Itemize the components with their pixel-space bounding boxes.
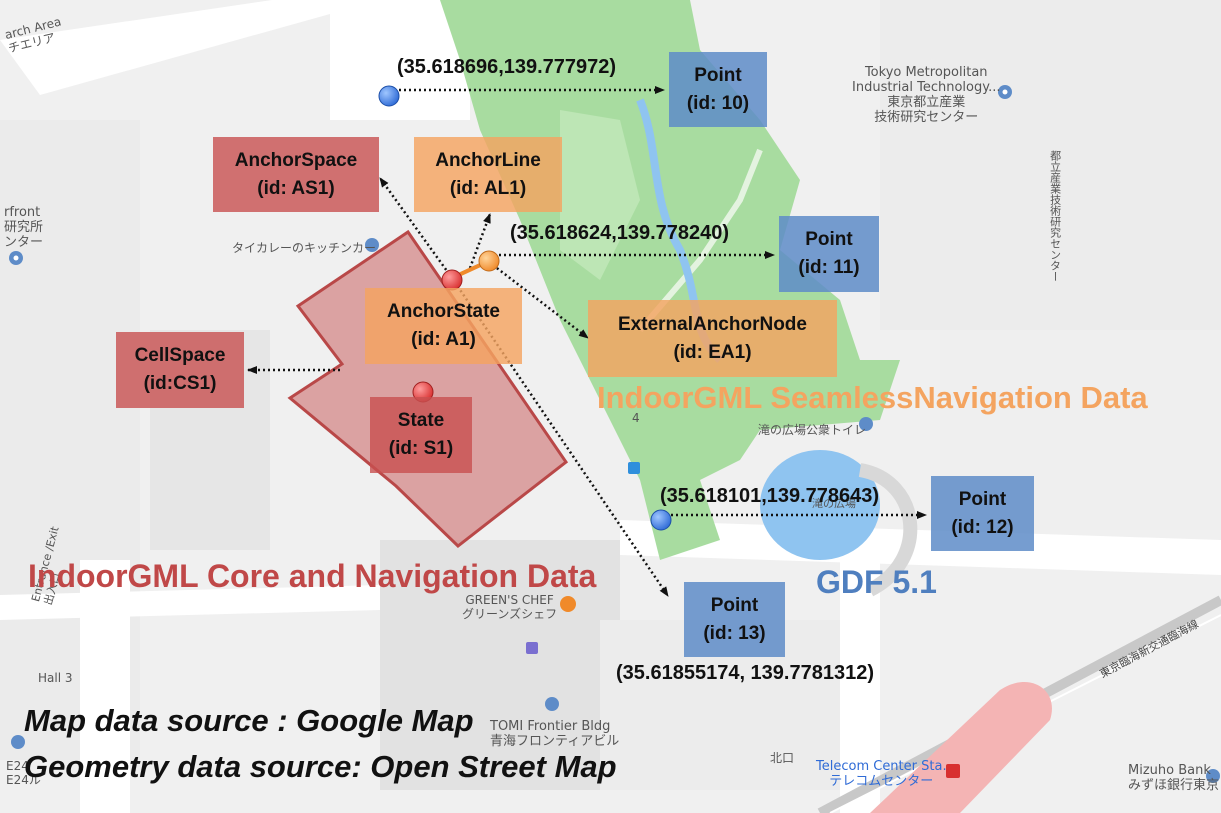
map-label-number-4: 4 xyxy=(632,411,640,425)
bus-stop-icon xyxy=(526,642,538,654)
coord-point-13: (35.61855174, 139.7781312) xyxy=(616,662,875,684)
gdf-point-10-dot xyxy=(378,85,400,107)
cell-space-box: CellSpace (id:CS1) xyxy=(116,332,244,408)
map-source-caption: Map data source : Google Map xyxy=(24,703,474,738)
point-12-id: (id: 12) xyxy=(951,516,1014,538)
anchor-state-id: (id: A1) xyxy=(411,329,476,350)
point-12-box: Point (id: 12) xyxy=(931,476,1034,551)
cell-space-title: CellSpace xyxy=(134,345,226,367)
anchor-line-title: AnchorLine xyxy=(435,149,541,171)
map-label-e24: E24 E24ル xyxy=(6,759,41,787)
park-path xyxy=(637,148,763,332)
point-11-box: Point (id: 11) xyxy=(779,216,879,292)
road xyxy=(0,0,380,95)
state-box: State (id: S1) xyxy=(370,397,472,473)
external-anchor-node-id: (id: EA1) xyxy=(673,341,752,363)
point-13-id: (id: 13) xyxy=(703,622,766,644)
location-pin-icon xyxy=(9,251,23,265)
cell-space-id: (id:CS1) xyxy=(143,373,217,394)
point-12-title: Point xyxy=(958,488,1007,510)
point-13-title: Point xyxy=(710,594,759,616)
coord-point-10: (35.618696,139.777972) xyxy=(397,56,617,78)
location-pin-icon xyxy=(998,85,1012,99)
point-10-box: Point (id: 10) xyxy=(669,52,767,127)
geometry-source-caption: Geometry data source: Open Street Map xyxy=(24,749,617,784)
coord-point-11: (35.618624,139.778240) xyxy=(510,222,730,244)
arrow-to-anchorspace xyxy=(378,177,454,279)
map-label-park-toilet: 滝の広場公衆トイレ xyxy=(758,423,867,437)
map-label-telecom-center: Telecom Center Sta. テレコムセンター xyxy=(816,759,947,789)
anchor-state-box: AnchorState (id: A1) xyxy=(365,288,522,364)
layer-core-label: IndoorGML Core and Navigation Data xyxy=(28,558,597,594)
map-label-plaza: 滝の広場 xyxy=(812,497,856,510)
anchor-line-box: AnchorLine (id: AL1) xyxy=(414,137,562,212)
point-11-title: Point xyxy=(805,229,853,251)
road xyxy=(80,560,130,813)
coord-point-12: (35.618101,139.778643) xyxy=(660,485,880,507)
point-11-id: (id: 11) xyxy=(798,257,860,278)
location-pin-icon xyxy=(1206,769,1220,783)
building-block xyxy=(380,540,620,790)
gdf-point-12-dot xyxy=(650,509,672,531)
arrow-to-point-13 xyxy=(450,277,670,597)
state-id: (id: S1) xyxy=(388,438,454,459)
map-label-front: rfront 研究所 ンター xyxy=(4,205,44,250)
anchor-line-id: (id: AL1) xyxy=(449,177,527,199)
external-anchor-node-box: ExternalAnchorNode (id: EA1) xyxy=(588,300,837,377)
park-area xyxy=(560,110,640,280)
location-pin-icon xyxy=(365,238,379,252)
anchor-state-dot xyxy=(441,269,463,291)
toilet-icon xyxy=(859,417,873,431)
location-pin-icon xyxy=(545,697,559,711)
restaurant-icon xyxy=(560,596,576,612)
building-block xyxy=(880,0,1221,330)
bicycle-icon xyxy=(628,462,640,474)
map-label-vertical: 都立産業技術研究センター xyxy=(1048,150,1062,282)
state-title: State xyxy=(397,410,445,432)
map-label-tokyo-metro: Tokyo Metropolitan Industrial Technology.… xyxy=(852,65,1001,125)
train-station-icon xyxy=(946,764,960,778)
location-pin-icon xyxy=(11,735,25,749)
map-label-greens-chef: GREEN'S CHEF グリーンズシェフ xyxy=(462,593,558,621)
anchor-space-id: (id: AS1) xyxy=(257,177,335,199)
arrow-to-external-anchor xyxy=(488,261,589,339)
layer-gdf-label: GDF 5.1 xyxy=(816,564,937,600)
point-10-id: (id: 10) xyxy=(686,92,750,114)
map-label-north-exit: 北口 xyxy=(770,751,795,765)
road xyxy=(840,560,880,813)
pond xyxy=(760,450,880,560)
layer-seamless-label: IndoorGML SeamlessNavigation Data xyxy=(597,380,1148,415)
map-label-tomi-frontier: TOMI Frontier Bldg 青海フロンティアビル xyxy=(490,719,620,749)
external-anchor-node-title: ExternalAnchorNode xyxy=(618,313,807,335)
point-13-box: Point (id: 13) xyxy=(684,582,785,657)
map-label-tai-curry: タイカレーのキッチンカー xyxy=(232,241,377,255)
plaza-steps xyxy=(858,463,918,597)
external-anchor-dot xyxy=(478,250,500,272)
map-label-mizuho: Mizuho Bank みずほ銀行東京 xyxy=(1128,763,1220,793)
anchor-space-title: AnchorSpace xyxy=(234,149,358,171)
point-10-title: Point xyxy=(694,64,742,86)
anchor-state-title: AnchorState xyxy=(387,301,500,323)
station-platform xyxy=(870,681,1052,813)
anchor-space-box: AnchorSpace (id: AS1) xyxy=(213,137,379,212)
map-label-hall3: Hall 3 xyxy=(38,671,73,685)
